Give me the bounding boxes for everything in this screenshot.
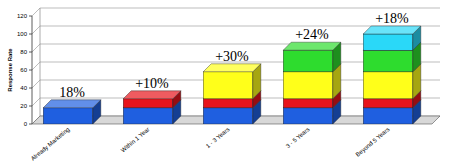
bar-front [203, 72, 253, 99]
tick-label: 120 [17, 13, 28, 19]
category-label: Beyond 5 Years [355, 126, 391, 158]
tick [29, 16, 32, 17]
bar-front [283, 108, 333, 124]
bar-front [123, 108, 173, 124]
bar-top [283, 100, 341, 108]
bar-front [203, 108, 253, 124]
back-wall-edge [40, 8, 41, 116]
bar-segment [43, 100, 101, 124]
bar-front [283, 99, 333, 108]
grid-line-depth [32, 62, 40, 70]
grid-line-depth [32, 26, 40, 34]
tick [29, 124, 32, 125]
bar-top [123, 100, 181, 108]
bar-segment [203, 100, 261, 124]
tick-label: 80 [20, 49, 27, 55]
tick [29, 52, 32, 53]
bar-front [363, 99, 413, 108]
data-label: +10% [135, 76, 169, 91]
grid-line-depth [32, 44, 40, 52]
bar-front [283, 50, 333, 72]
bar-top [203, 100, 261, 108]
data-label: +18% [375, 11, 409, 26]
bar-top [123, 91, 181, 99]
y-axis [32, 16, 33, 124]
data-label: +30% [215, 49, 249, 64]
tick-label: 20 [20, 103, 27, 109]
tick-label: 60 [20, 67, 27, 73]
chart: 0 20 40 60 80 100 120 Response Rate 18% +10% +30% +… [0, 0, 450, 165]
tick [29, 88, 32, 89]
bar-segment [363, 100, 421, 124]
bar-top [283, 42, 341, 50]
tick [29, 106, 32, 107]
data-label: +24% [295, 27, 329, 42]
data-labels: 18% +10% +30% +24% +18% [59, 11, 409, 100]
tick [29, 34, 32, 35]
category-label: 1 - 3 Years [205, 126, 231, 149]
bar-segment [123, 91, 181, 108]
tick [29, 70, 32, 71]
category-label: Within 1 Year [120, 126, 151, 153]
bar-top [43, 100, 101, 108]
y-axis-label: Response Rate [7, 48, 13, 92]
bar-front [363, 34, 413, 50]
grid-line-depth [32, 8, 40, 16]
bar-segment [123, 100, 181, 124]
grid-line-depth [32, 80, 40, 88]
bar-top [363, 26, 421, 34]
bar-front [363, 72, 413, 99]
bar-front [363, 108, 413, 124]
bar-front [203, 99, 253, 108]
bar-segment [363, 26, 421, 50]
data-label: 18% [59, 85, 85, 100]
bar-front [123, 99, 173, 108]
bar-front [43, 108, 93, 124]
bar-segment [203, 64, 261, 99]
bar-top [363, 100, 421, 108]
bar-segment [283, 100, 341, 124]
tick-label: 0 [24, 121, 28, 127]
tick-label: 100 [17, 31, 28, 37]
bar-top [203, 64, 261, 72]
bar-front [363, 50, 413, 72]
category-label: 3 - 5 Years [285, 126, 311, 149]
grid [29, 8, 440, 124]
bars [43, 26, 421, 124]
bar-front [283, 72, 333, 99]
bar-segment [283, 42, 341, 72]
grid-line [40, 8, 440, 9]
grid-line-depth [32, 98, 40, 106]
category-label: Already Marketing [30, 126, 71, 162]
tick-label: 40 [20, 85, 27, 91]
